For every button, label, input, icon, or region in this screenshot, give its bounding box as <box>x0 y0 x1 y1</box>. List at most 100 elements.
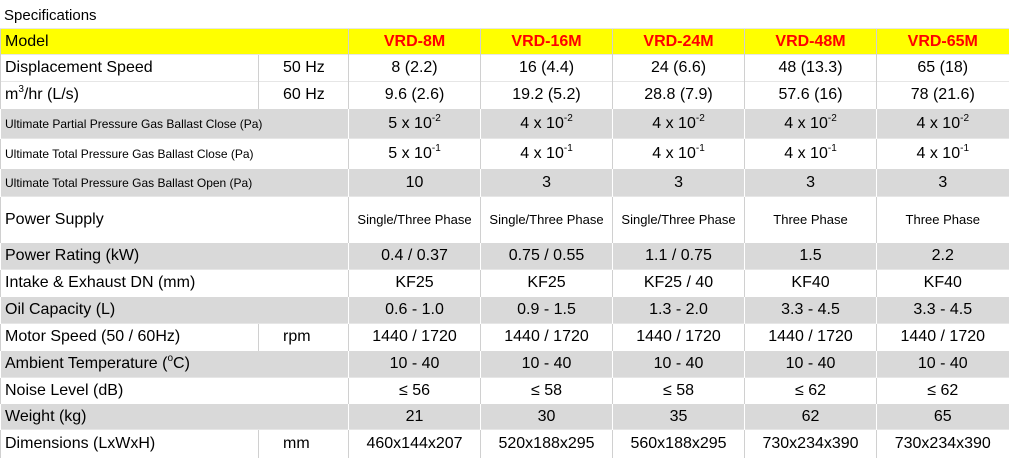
text-run: 4 x 10 <box>652 114 696 132</box>
spec-value: 62 <box>744 403 877 430</box>
spec-value: 4 x 10-2 <box>480 108 613 139</box>
spec-value: 16 (4.4) <box>480 54 613 82</box>
spec-value: 4 x 10-1 <box>480 138 613 169</box>
spec-value: 10 <box>348 168 481 197</box>
spec-value: 2.2 <box>876 242 1009 270</box>
text-run: 4 x 10 <box>916 114 961 132</box>
spec-table: Model VRD-8M VRD-16M VRD-24M VRD-48M VRD-65M D… <box>0 28 1009 458</box>
spec-value: 24 (6.6) <box>612 54 745 82</box>
text-run: 4 x 10 <box>784 144 828 162</box>
spec-value: 65 (18) <box>876 54 1009 82</box>
spec-value: 48 (13.3) <box>744 54 877 82</box>
spec-value: 1440 / 1720 <box>612 323 745 351</box>
spec-value: KF40 <box>876 269 1009 297</box>
model-name: VRD-8M <box>348 28 481 55</box>
spec-value: 4 x 10-2 <box>876 108 1009 139</box>
spec-value: 0.9 - 1.5 <box>480 296 613 324</box>
spec-value: 3 <box>612 168 745 197</box>
row-label: Weight (kg) <box>0 403 349 430</box>
superscript: -2 <box>563 112 573 124</box>
text-run: Ambient Temperature ( <box>5 355 168 372</box>
row-label: Motor Speed (50 / 60Hz) <box>0 323 259 351</box>
spec-value: Single/Three Phase <box>480 196 613 243</box>
spec-value: KF25 <box>480 269 613 297</box>
row-label: Dimensions (LxWxH) <box>0 429 259 458</box>
spec-value: 1.1 / 0.75 <box>612 242 745 270</box>
superscript: -2 <box>695 112 705 124</box>
row-label: Ultimate Partial Pressure Gas Ballast Cl… <box>0 108 349 139</box>
spec-value: ≤ 62 <box>744 377 877 404</box>
text-run: 4 x 10 <box>784 114 828 132</box>
row-label: Ultimate Total Pressure Gas Ballast Open… <box>0 168 349 197</box>
row-label: Ambient Temperature (oC) <box>0 350 349 378</box>
spec-value: 9.6 (2.6) <box>348 81 481 109</box>
spec-value: KF25 <box>348 269 481 297</box>
spec-row: Intake & Exhaust DN (mm) KF25 KF25 KF25 / 4… <box>0 269 1009 297</box>
spec-value: Single/Three Phase <box>348 196 481 243</box>
row-unit: 60 Hz <box>257 81 349 109</box>
superscript: o <box>167 353 174 364</box>
row-label: Displacement Speed <box>0 54 259 82</box>
spec-value: 5 x 10-1 <box>348 138 481 169</box>
superscript: -2 <box>960 112 970 124</box>
spec-row: Weight (kg) 21 30 35 62 65 <box>0 403 1009 430</box>
superscript: -1 <box>695 142 705 154</box>
spec-value: 4 x 10-1 <box>612 138 745 169</box>
spec-value: 57.6 (16) <box>744 81 877 109</box>
superscript: -1 <box>563 142 573 154</box>
spec-value: 1440 / 1720 <box>744 323 877 351</box>
row-label: Ultimate Total Pressure Gas Ballast Clos… <box>0 138 349 169</box>
spec-value: 10 - 40 <box>876 350 1009 378</box>
spec-value: 10 - 40 <box>744 350 877 378</box>
spec-value: 0.6 - 1.0 <box>348 296 481 324</box>
spec-row: Power Rating (kW) 0.4 / 0.37 0.75 / 0.55 1.… <box>0 242 1009 270</box>
spec-value: 4 x 10-1 <box>876 138 1009 169</box>
spec-value: 4 x 10-2 <box>612 108 745 139</box>
spec-value: 460x144x207 <box>348 429 481 458</box>
spec-row: m3/hr (L/s) 60 Hz 9.6 (2.6) 19.2 (5.2) 28.8 … <box>0 81 1009 109</box>
spec-value: Single/Three Phase <box>612 196 745 243</box>
spec-value: 730x234x390 <box>876 429 1009 458</box>
spec-value: 4 x 10-1 <box>744 138 877 169</box>
spec-value: 1440 / 1720 <box>876 323 1009 351</box>
spec-row: Noise Level (dB) ≤ 56 ≤ 58 ≤ 58 ≤ 62 ≤ 62 <box>0 377 1009 404</box>
spec-value: 1.5 <box>744 242 877 270</box>
spec-value: 520x188x295 <box>480 429 613 458</box>
spec-row: Ultimate Total Pressure Gas Ballast Open… <box>0 168 1009 197</box>
spec-value: 10 - 40 <box>480 350 613 378</box>
spec-value: 30 <box>480 403 613 430</box>
spec-row: Displacement Speed 50 Hz 8 (2.2) 16 (4.4) 24… <box>0 54 1009 82</box>
spec-value: Three Phase <box>876 196 1009 243</box>
text-run: /hr (L/s) <box>23 86 80 103</box>
spec-value: ≤ 62 <box>876 377 1009 404</box>
text-run: 5 x 10 <box>388 114 432 132</box>
row-label: Oil Capacity (L) <box>0 296 349 324</box>
spec-value: 730x234x390 <box>744 429 877 458</box>
row-unit: mm <box>257 429 349 458</box>
model-name: VRD-48M <box>744 28 877 55</box>
text-run: 4 x 10 <box>520 114 564 132</box>
spec-value: 1440 / 1720 <box>348 323 481 351</box>
spec-value: 3 <box>876 168 1009 197</box>
spec-row: Motor Speed (50 / 60Hz) rpm 1440 / 1720 144… <box>0 323 1009 351</box>
row-label: Intake & Exhaust DN (mm) <box>0 269 349 297</box>
spec-value: 28.8 (7.9) <box>612 81 745 109</box>
text-run: 5 x 10 <box>388 144 432 162</box>
spec-value: 3.3 - 4.5 <box>876 296 1009 324</box>
spec-value: ≤ 56 <box>348 377 481 404</box>
spec-row: Ambient Temperature (oC) 10 - 40 10 - 40 10… <box>0 350 1009 378</box>
superscript: -1 <box>431 142 441 154</box>
title: Specifications <box>4 7 97 24</box>
superscript: 3 <box>18 84 24 95</box>
spec-row: Power Supply Single/Three Phase Single/Thr… <box>0 196 1009 243</box>
spec-value: 1.3 - 2.0 <box>612 296 745 324</box>
spec-value: KF25 / 40 <box>612 269 745 297</box>
spec-value: 0.4 / 0.37 <box>348 242 481 270</box>
text-run: C) <box>173 355 190 372</box>
spec-value: 4 x 10-2 <box>744 108 877 139</box>
row-label: Noise Level (dB) <box>0 377 349 404</box>
header-label: Model <box>0 28 349 55</box>
row-unit: 50 Hz <box>257 54 349 82</box>
superscript: -2 <box>827 112 837 124</box>
